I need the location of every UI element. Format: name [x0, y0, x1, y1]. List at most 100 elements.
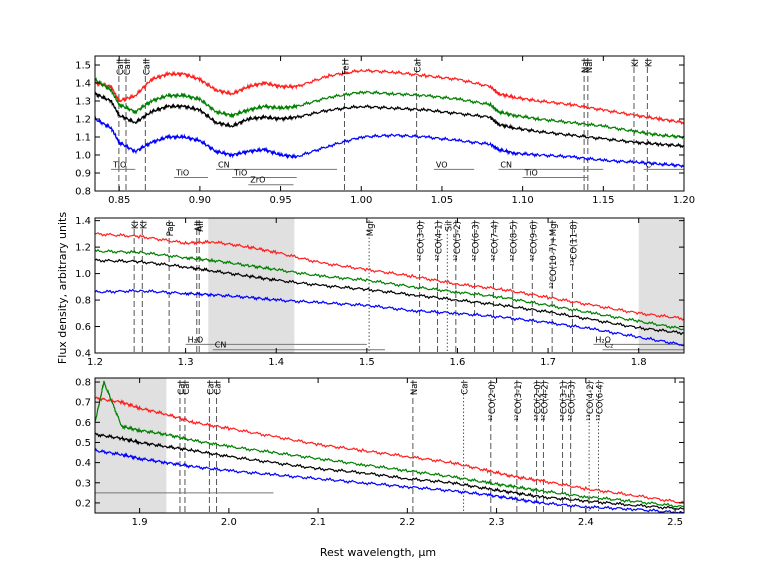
- axes-frame: [94, 377, 685, 514]
- line-feature-label: ¹²CO(2-0): [488, 381, 498, 421]
- series-blue: [95, 288, 684, 347]
- axes-frame: [94, 55, 685, 192]
- band-label: H₂O: [188, 335, 204, 344]
- line-feature-label: CaI: [206, 381, 216, 395]
- series-red: [95, 232, 684, 321]
- x-tick-label: 0.95: [269, 195, 291, 206]
- x-tick-label: 1.10: [511, 195, 533, 206]
- x-tick-label: 1.05: [431, 195, 453, 206]
- line-feature-label: CaI: [214, 381, 224, 395]
- line-feature-label: NaI: [585, 59, 595, 73]
- shaded-region: [208, 218, 295, 353]
- line-feature-label: KI: [644, 59, 654, 67]
- x-tick-label: 1.4: [268, 357, 284, 368]
- line-feature-label: KI: [631, 59, 641, 67]
- y-tick-label: 1.4: [75, 216, 91, 227]
- x-tick-label: 1.9: [132, 517, 148, 528]
- line-feature-label: ¹²CO(3-0): [417, 221, 427, 261]
- x-tick-label: 2.1: [310, 517, 326, 528]
- y-tick-label: 1.0: [75, 151, 91, 162]
- line-feature-label: ¹²CO(5-2): [453, 221, 463, 261]
- line-feature-label: ¹²CO(8-5): [510, 221, 520, 261]
- y-tick-label: 0.9: [75, 169, 91, 180]
- series-green: [95, 248, 684, 331]
- line-feature-label: ¹²CO(6-4): [596, 381, 606, 421]
- x-tick-label: 1.00: [350, 195, 372, 206]
- line-feature-label: SiI: [444, 221, 454, 231]
- line-feature-label: ¹²CO(6-3): [472, 221, 482, 261]
- y-tick-label: 0.3: [75, 478, 91, 489]
- line-feature-label: CaII: [123, 59, 133, 75]
- line-feature-label: NaI: [410, 381, 420, 395]
- line-feature-label: KI: [139, 221, 149, 229]
- x-tick-label: 1.20: [673, 195, 695, 206]
- line-feature-label: ¹²CO(3-1): [514, 381, 524, 421]
- y-tick-label: 0.6: [75, 322, 91, 333]
- x-axis-label: Rest wavelength, μm: [320, 546, 436, 559]
- x-tick-label: 1.5: [359, 357, 375, 368]
- y-tick-label: 0.4: [75, 349, 91, 360]
- series-black: [95, 432, 684, 510]
- y-tick-label: 1.2: [75, 243, 91, 254]
- x-tick-label: 1.15: [592, 195, 614, 206]
- band-label: TiO: [112, 160, 126, 169]
- line-feature-label: ¹²CO(9-6): [529, 221, 539, 261]
- y-tick-label: 1.2: [75, 115, 91, 126]
- plot-area: [95, 378, 684, 513]
- y-tick-label: 1.0: [75, 269, 91, 280]
- line-feature-label: AlI: [194, 221, 204, 232]
- x-tick-label: 1.7: [540, 357, 556, 368]
- band-label: H₂O: [595, 335, 611, 344]
- line-feature-label: CaI: [461, 381, 471, 395]
- line-feature-label: CaI: [177, 381, 187, 395]
- line-feature-label: ¹²CO(4-2): [540, 381, 550, 421]
- band-label: TiO: [524, 169, 538, 178]
- line-feature-label: ¹³CO(3-1): [560, 381, 570, 421]
- x-tick-label: 0.90: [189, 195, 211, 206]
- y-tick-label: 1.5: [75, 61, 91, 72]
- line-feature-label: ¹²CO(7-4): [490, 221, 500, 261]
- panel-bottom: 1.9 2.0 2.1 2.2 2.3 2.4 2.5 0.2 0.3 0.4 0.5 0.6 0.7 0…: [75, 377, 685, 528]
- line-feature-label: CaI: [182, 381, 192, 395]
- series-black: [95, 258, 684, 336]
- x-tick-label: 2.0: [221, 517, 237, 528]
- y-tick-label: 0.2: [75, 498, 91, 509]
- x-tick-label: 1.8: [631, 357, 647, 368]
- band-label: ZrO: [250, 176, 265, 185]
- band-label: CN: [500, 160, 512, 169]
- line-feature-label: ¹²CO(4-1): [435, 221, 445, 261]
- line-feature-label: ¹²CO(11-8): [569, 221, 579, 266]
- series-blue: [95, 116, 684, 169]
- line-feature-label: CaI: [414, 59, 424, 73]
- y-tick-label: 0.8: [75, 378, 91, 389]
- y-tick-label: 1.1: [75, 133, 91, 144]
- line-feature-label: AlI: [196, 221, 206, 232]
- series-green: [95, 380, 684, 508]
- series-red: [95, 396, 684, 504]
- line-feature-label: ¹²CO(10-7)+MgI: [549, 221, 559, 289]
- y-tick-label: 0.7: [75, 398, 91, 409]
- band-label: TiO: [233, 169, 247, 178]
- band-label: C₂: [604, 341, 613, 350]
- band-label: CN: [218, 160, 230, 169]
- line-feature-label: KI: [131, 221, 141, 229]
- y-tick-label: 0.8: [75, 187, 91, 198]
- x-tick-label: 2.3: [489, 517, 505, 528]
- x-tick-label: 1.6: [450, 357, 466, 368]
- y-tick-label: 0.5: [75, 438, 91, 449]
- band-label: TiO: [175, 169, 189, 178]
- band-label: CN: [215, 341, 227, 350]
- series-black: [95, 91, 684, 149]
- x-tick-label: 1.3: [178, 357, 194, 368]
- series-blue: [95, 448, 684, 513]
- line-feature-label: ¹³CO(2-0): [534, 381, 544, 421]
- line-feature-label: MgI: [366, 221, 376, 236]
- x-tick-label: 0.85: [108, 195, 130, 206]
- line-feature-label: ¹³CO(4-2): [586, 381, 596, 421]
- line-feature-label: Paβ: [166, 221, 176, 236]
- x-tick-label: 2.4: [578, 517, 594, 528]
